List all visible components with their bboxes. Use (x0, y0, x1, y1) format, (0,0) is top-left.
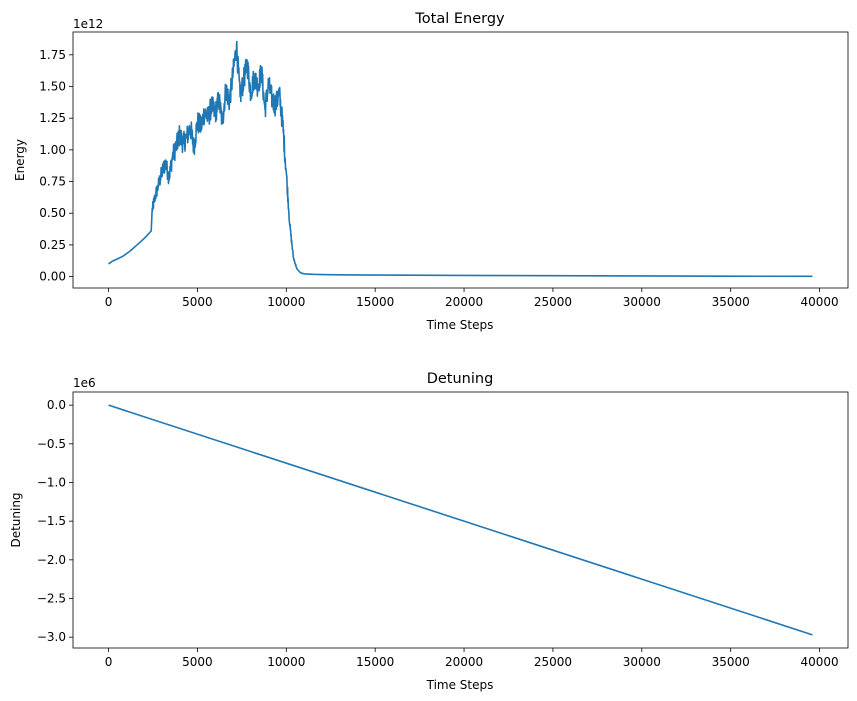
energy-x-tick-label: 30000 (623, 295, 661, 309)
energy-y-tick-label: 0.00 (39, 270, 66, 284)
detuning-y-tick-label: −0.5 (37, 437, 66, 451)
energy-y-tick-label: 1.75 (39, 48, 66, 62)
energy-series-line (108, 40, 813, 278)
detuning-x-tick-label: 25000 (534, 655, 572, 669)
energy-x-tick-label: 5000 (182, 295, 213, 309)
detuning-x-tick-label: 10000 (267, 655, 305, 669)
energy-y-tick-label: 0.25 (39, 238, 66, 252)
detuning-y-tick-label: −3.0 (37, 630, 66, 644)
detuning-x-tick-label: 30000 (623, 655, 661, 669)
energy-x-tick-label: 10000 (267, 295, 305, 309)
energy-chart-title: Total Energy (414, 11, 505, 27)
energy-x-axis-label: Time Steps (426, 318, 494, 332)
detuning-x-tick-label: 0 (105, 655, 113, 669)
energy-y-tick-label: 1.25 (39, 111, 66, 125)
detuning-y-tick-label: −2.5 (37, 592, 66, 606)
detuning-y-tick-label: 0.0 (47, 398, 66, 412)
detuning-y-tick-label: −1.0 (37, 475, 66, 489)
energy-y-tick-label: 0.75 (39, 175, 66, 189)
detuning-y-axis-label: Detuning (9, 492, 23, 547)
detuning-x-tick-label: 15000 (356, 655, 394, 669)
energy-offset-label: 1e12 (73, 17, 103, 31)
energy-y-axis-label: Energy (13, 139, 27, 181)
energy-x-tick-label: 0 (105, 295, 113, 309)
detuning-x-tick-label: 40000 (800, 655, 838, 669)
energy-x-tick-label: 20000 (445, 295, 483, 309)
detuning-chart: Detuning 1e6 0 5000 10000 15000 20000 25000 30… (9, 371, 849, 692)
detuning-x-tick-label: 20000 (445, 655, 483, 669)
detuning-chart-title: Detuning (427, 371, 494, 387)
detuning-y-tick-label: −1.5 (37, 514, 66, 528)
detuning-axes-frame (72, 391, 849, 649)
energy-y-tick-label: 1.50 (39, 79, 66, 93)
detuning-x-tick-label: 5000 (182, 655, 213, 669)
energy-y-tick-label: 1.00 (39, 143, 66, 157)
detuning-y-tick-label: −2.0 (37, 553, 66, 567)
energy-x-tick-label: 15000 (356, 295, 394, 309)
energy-x-tick-label: 25000 (534, 295, 572, 309)
detuning-x-tick-label: 35000 (712, 655, 750, 669)
energy-chart: Total Energy 1e12 0 5000 10000 15000 20000 25… (13, 11, 849, 332)
energy-axes-frame (72, 31, 849, 289)
detuning-series-line (108, 404, 813, 636)
detuning-offset-label: 1e6 (73, 376, 96, 390)
energy-x-tick-label: 40000 (800, 295, 838, 309)
energy-y-tick-label: 0.50 (39, 206, 66, 220)
detuning-x-axis-label: Time Steps (426, 678, 494, 692)
energy-x-tick-label: 35000 (712, 295, 750, 309)
